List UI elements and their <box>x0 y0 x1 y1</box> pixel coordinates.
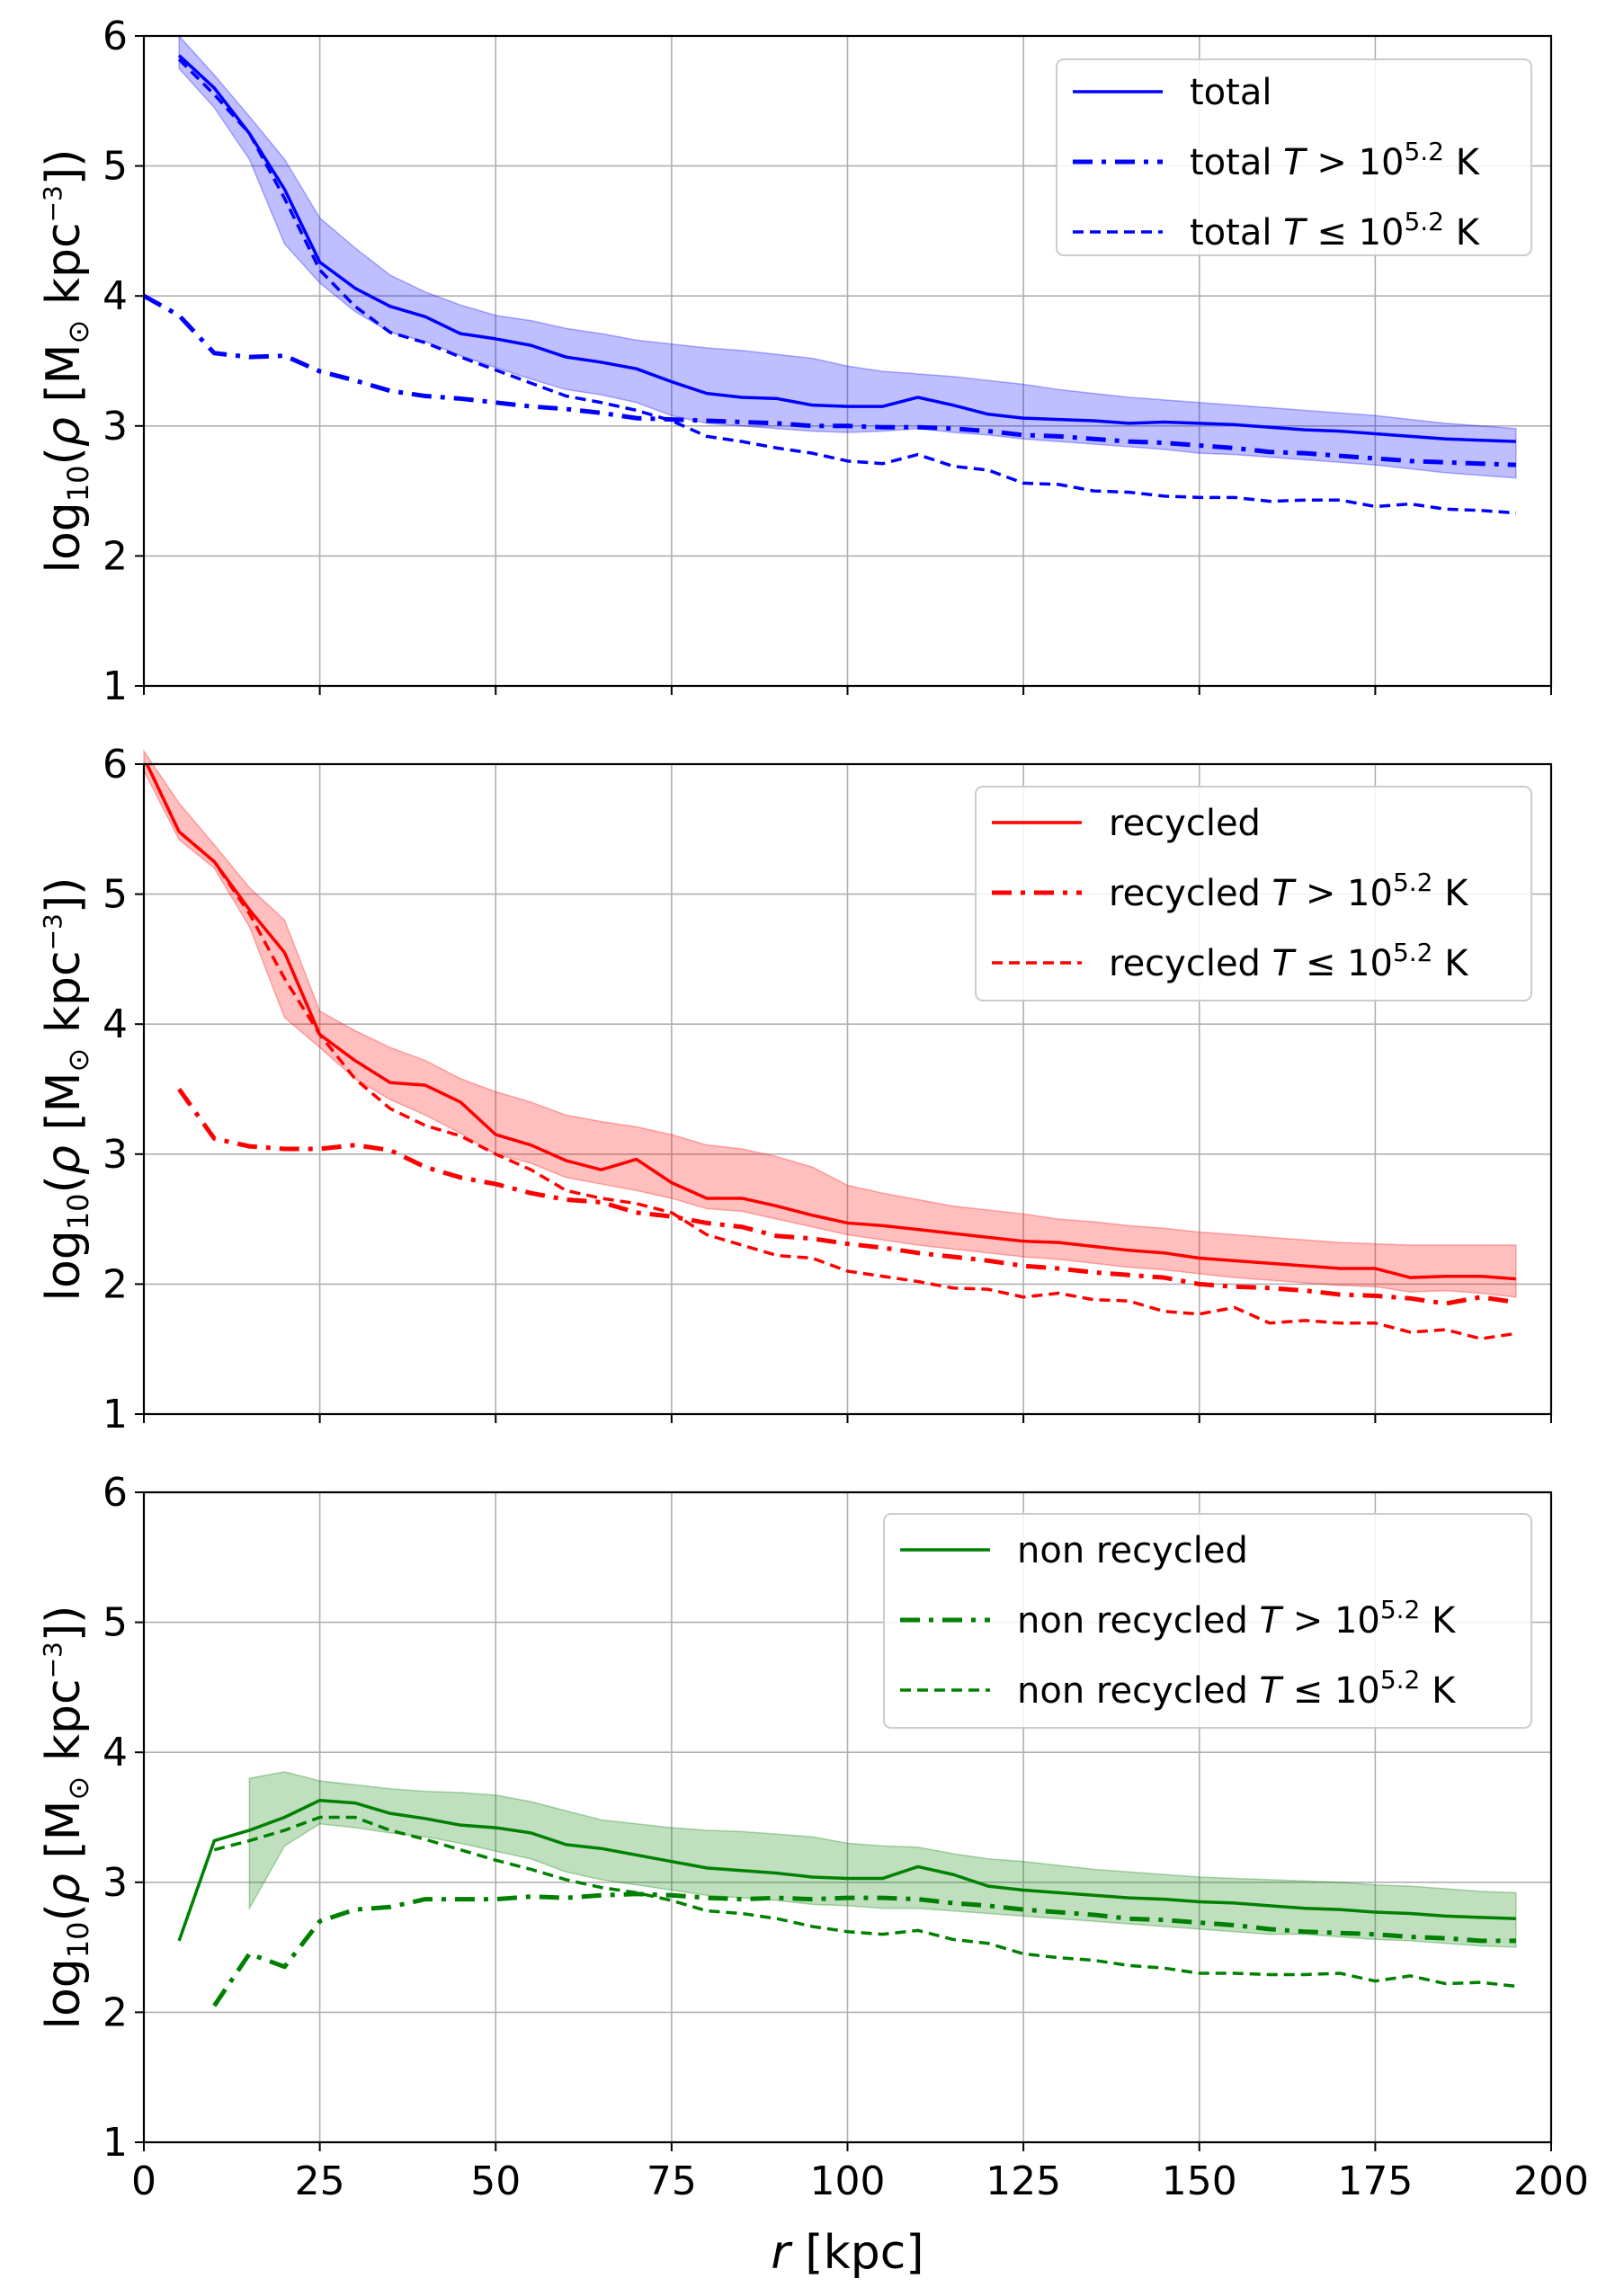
legend-label: non recycled T ≤ 105.2 K <box>1017 1665 1457 1712</box>
legend: non recycled non recycled T > 105.2 K non … <box>883 1513 1532 1729</box>
legend-label: non recycled T > 105.2 K <box>1017 1595 1457 1642</box>
legend-label: total <box>1190 72 1271 113</box>
x-axis-title: r [kpc] <box>771 2226 923 2280</box>
y-tick-label: 5 <box>103 872 128 918</box>
series-line-dashed <box>145 764 1517 1340</box>
legend-label: total T > 105.2 K <box>1190 137 1481 183</box>
y-tick-label: 1 <box>103 1392 128 1437</box>
y-tick-label: 6 <box>103 742 128 788</box>
panel-1: 1 2 3 4 5 6 log10(ρ [M⊙ kpc−3]) total total T > … <box>37 13 1553 709</box>
legend-box <box>975 786 1532 1001</box>
x-tick-label: 50 <box>470 2158 521 2204</box>
x-tick-label: 0 <box>131 2158 156 2204</box>
y-tick-label: 6 <box>103 13 128 59</box>
legend-label: recycled T > 105.2 K <box>1109 868 1469 914</box>
y-tick-label: 3 <box>103 1132 128 1178</box>
series-line-dashdot <box>144 294 1516 467</box>
x-tick-label: 175 <box>1337 2158 1413 2204</box>
y-tick-label: 5 <box>103 1600 128 1646</box>
scatter-band <box>248 1771 1517 1948</box>
y-tick-label: 6 <box>103 1470 128 1516</box>
legend: total total T > 105.2 K total T ≤ 105.2 K <box>1056 58 1532 256</box>
legend-box <box>1056 58 1532 256</box>
series-line-solid <box>177 1798 1516 1942</box>
x-tick-label: 150 <box>1162 2158 1237 2204</box>
y-tick-label: 1 <box>103 663 128 709</box>
y-tick-label: 4 <box>103 273 128 319</box>
series-line-dashed <box>213 1815 1517 1989</box>
series-line-solid <box>177 54 1516 443</box>
x-tick-label: 100 <box>810 2158 886 2204</box>
x-tick-label: 25 <box>295 2158 345 2204</box>
legend-label: total T ≤ 105.2 K <box>1190 207 1481 254</box>
x-tick-label: 200 <box>1513 2158 1589 2204</box>
legend-label: recycled T ≤ 105.2 K <box>1109 938 1469 984</box>
legend-label: recycled <box>1109 803 1261 844</box>
y-tick-label: 1 <box>103 2120 128 2166</box>
legend-box <box>883 1513 1532 1729</box>
series-line-dashdot <box>212 1891 1516 2007</box>
legend: recycled recycled T > 105.2 K recycled T ≤… <box>975 786 1532 1001</box>
series-line-dashed <box>177 58 1517 515</box>
y-tick-label: 4 <box>103 1730 128 1775</box>
x-tick-label: 125 <box>986 2158 1061 2204</box>
series-line-solid <box>145 764 1517 1281</box>
y-tick-label: 4 <box>103 1001 128 1047</box>
y-axis-title: log10(ρ [M⊙ kpc−3]) <box>37 1606 95 2030</box>
y-tick-label: 2 <box>103 1261 128 1307</box>
y-tick-label: 2 <box>103 533 128 579</box>
y-tick-label: 5 <box>103 144 128 190</box>
y-axis-title: log10(ρ [M⊙ kpc−3]) <box>37 877 95 1302</box>
y-tick-label: 3 <box>103 1860 128 1906</box>
legend-label: non recycled <box>1017 1530 1248 1571</box>
y-axis-title: log10(ρ [M⊙ kpc−3]) <box>37 149 95 574</box>
y-tick-label: 2 <box>103 1989 128 2035</box>
y-tick-label: 3 <box>103 404 128 449</box>
x-tick-label: 75 <box>647 2158 697 2204</box>
scatter-band <box>143 749 1517 1298</box>
series-line-dashdot <box>177 1088 1517 1306</box>
panel-3: 0 25 50 75 100 125 150 175 200 1 2 3 4 5 6 log10(ρ [M⊙ … <box>37 1470 1589 2280</box>
scatter-band <box>178 34 1517 479</box>
